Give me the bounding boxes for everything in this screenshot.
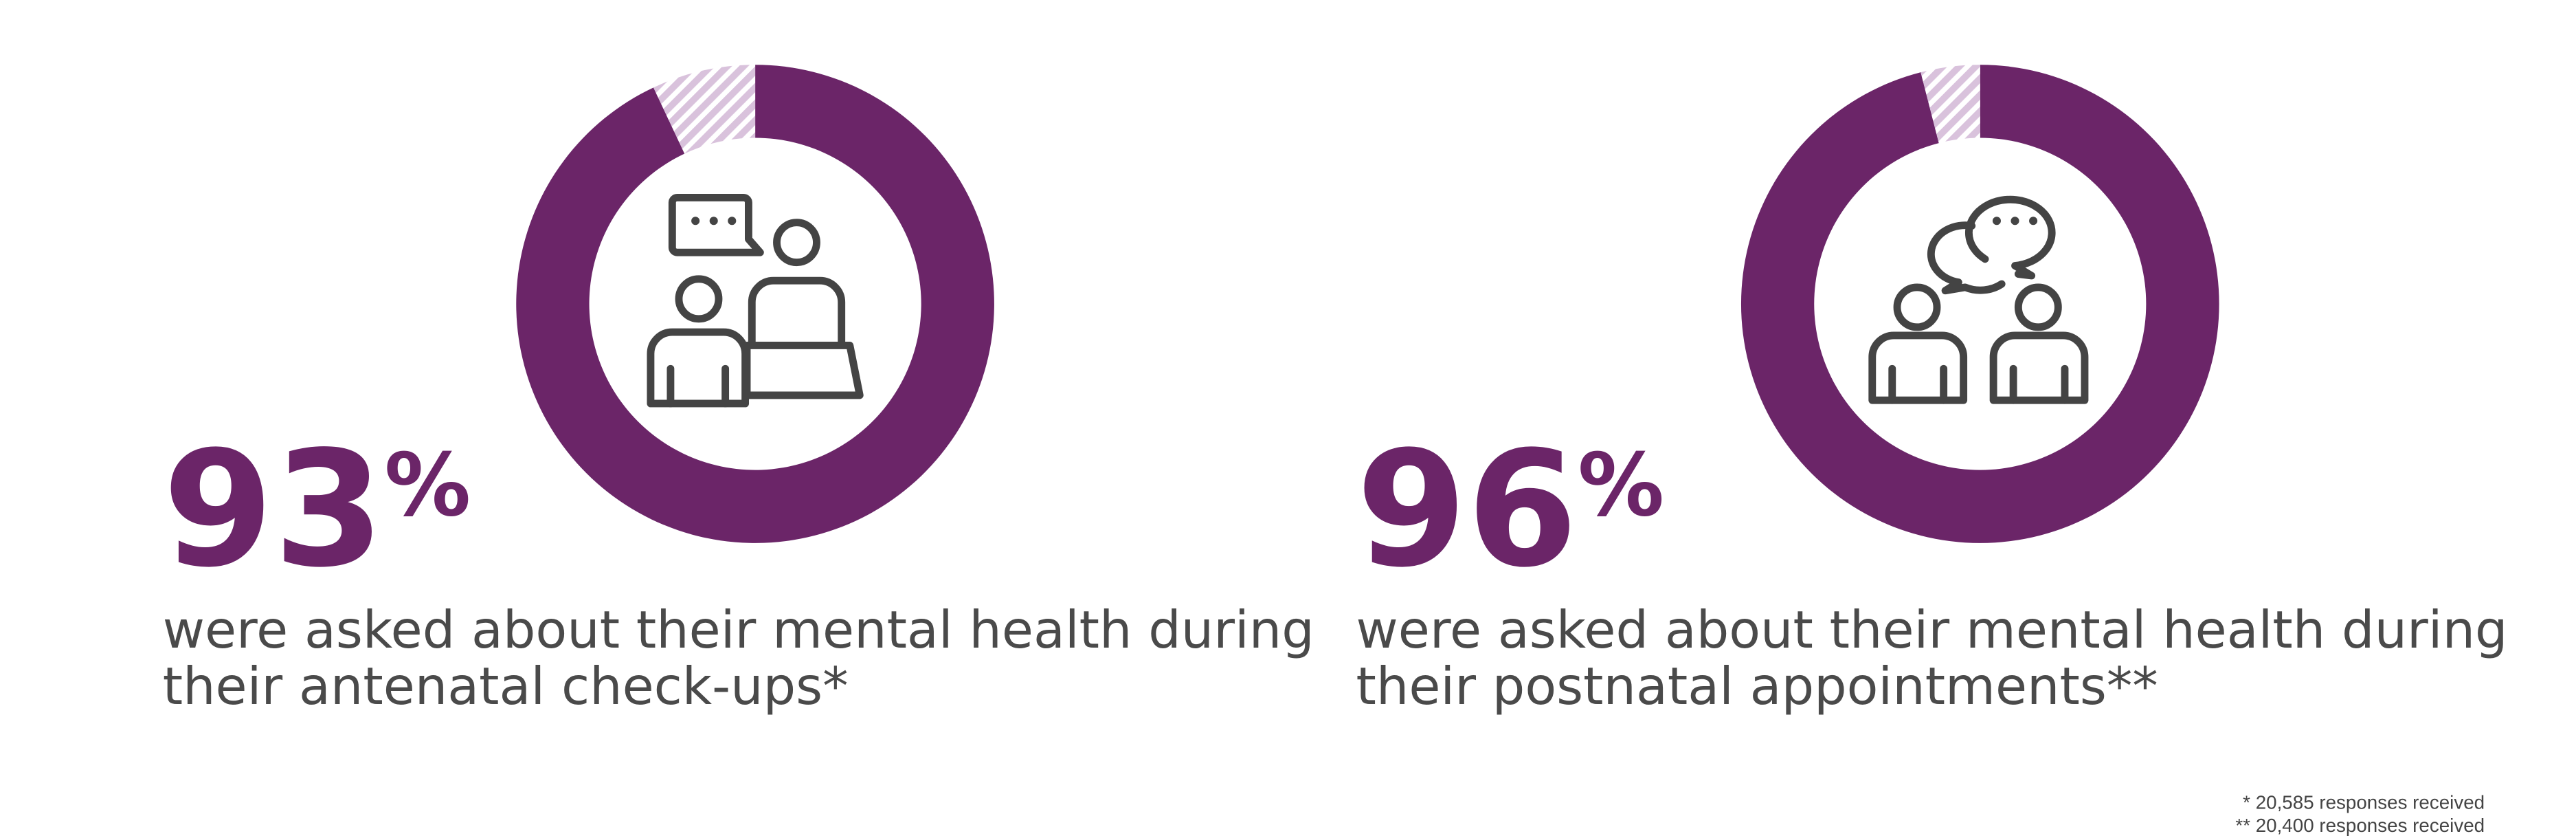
icon-dots [1992, 217, 2038, 226]
icon-dots [691, 217, 737, 226]
value-label: 93% [163, 417, 471, 602]
value-label: 96% [1356, 417, 1665, 602]
caption-line: their postnatal appointments** [1356, 656, 2158, 716]
value-unit: % [1578, 434, 1664, 536]
donut-segment [653, 65, 756, 154]
donut-segment [516, 65, 994, 543]
value-number: 93 [163, 417, 385, 602]
value-unit: % [384, 434, 471, 536]
value-number: 96 [1356, 417, 1578, 602]
caption-line: were asked about their mental health dur… [163, 600, 1314, 660]
icon-conversation [1868, 195, 2089, 404]
caption-line: were asked about their mental health dur… [1356, 600, 2508, 660]
footnote: * 20,585 responses received [2243, 791, 2485, 813]
icon-consultation [647, 194, 864, 408]
caption-line: their antenatal check-ups* [163, 656, 849, 716]
donut-segment [1740, 65, 2219, 543]
donut-segment [1920, 65, 1980, 144]
footnote: ** 20,400 responses received [2235, 815, 2485, 836]
